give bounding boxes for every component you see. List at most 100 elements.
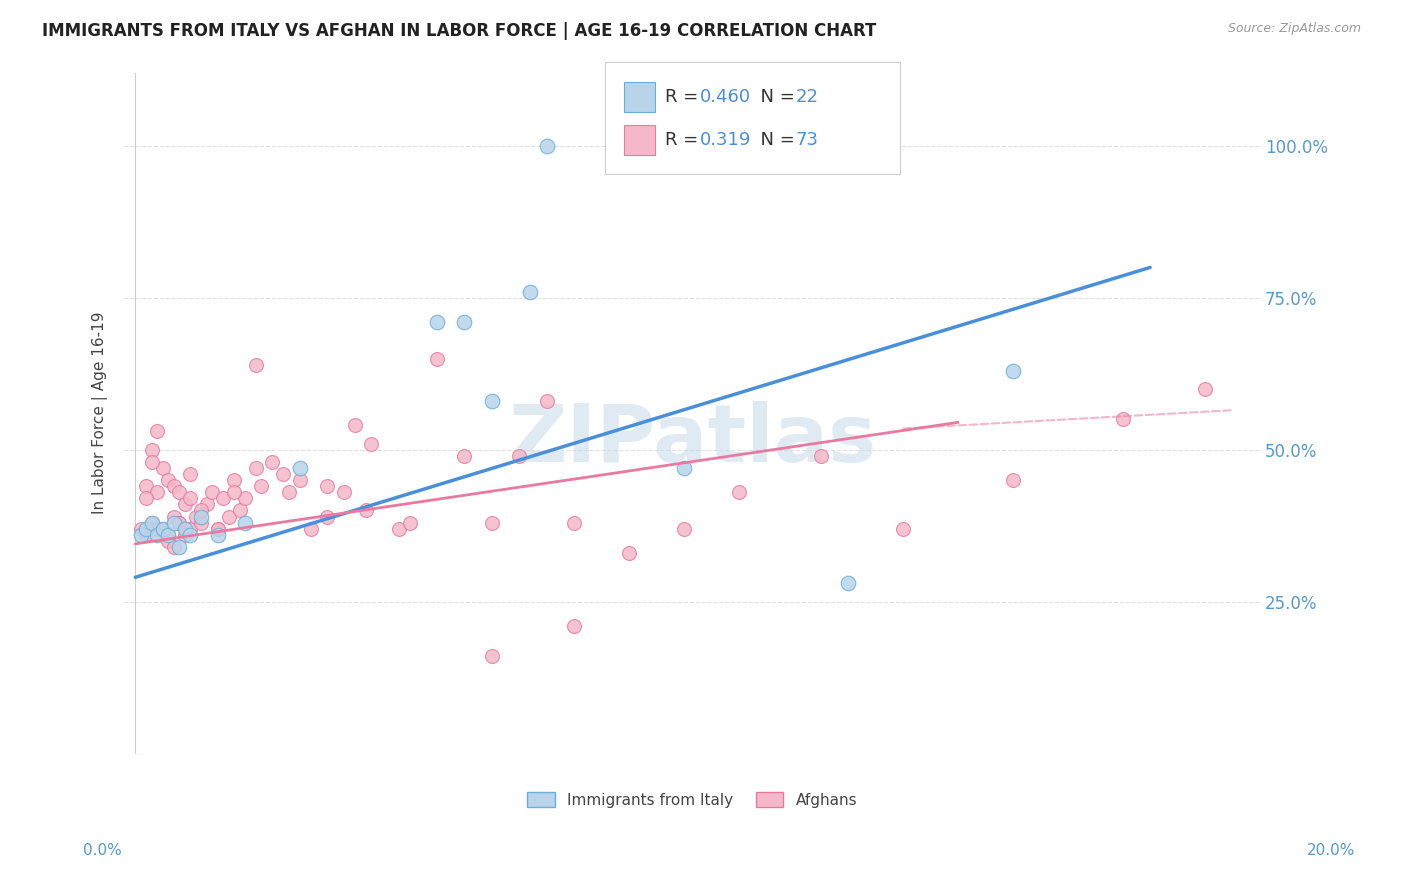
Point — [163, 509, 186, 524]
Point — [173, 497, 195, 511]
Point — [135, 491, 157, 506]
Point — [245, 358, 267, 372]
Point — [190, 509, 212, 524]
Point — [332, 485, 354, 500]
Point — [152, 522, 174, 536]
Point — [201, 485, 224, 500]
Point — [299, 522, 322, 536]
Point — [157, 533, 180, 548]
Point — [157, 528, 180, 542]
Point — [562, 516, 585, 530]
Point — [891, 522, 914, 536]
Point — [222, 485, 245, 500]
Point — [146, 425, 169, 439]
Y-axis label: In Labor Force | Age 16-19: In Labor Force | Age 16-19 — [93, 312, 108, 515]
Point — [519, 285, 541, 299]
Point — [152, 522, 174, 536]
Point — [233, 491, 256, 506]
Text: N =: N = — [749, 131, 801, 149]
Point — [218, 509, 240, 524]
Text: ZIPatlas: ZIPatlas — [508, 401, 876, 480]
Point — [316, 509, 339, 524]
Point — [508, 449, 530, 463]
Text: 20.0%: 20.0% — [1308, 843, 1355, 858]
Point — [152, 461, 174, 475]
Point — [262, 455, 284, 469]
Point — [245, 461, 267, 475]
Point — [135, 479, 157, 493]
Point — [481, 516, 503, 530]
Text: 0.319: 0.319 — [700, 131, 752, 149]
Point — [179, 522, 201, 536]
Point — [179, 528, 201, 542]
Text: 0.0%: 0.0% — [83, 843, 122, 858]
Point — [536, 139, 558, 153]
Point — [727, 485, 749, 500]
Point — [387, 522, 409, 536]
Point — [146, 528, 169, 542]
Point — [617, 546, 640, 560]
Point — [277, 485, 299, 500]
Point — [157, 473, 180, 487]
Point — [1112, 412, 1135, 426]
Point — [398, 516, 420, 530]
Point — [343, 418, 366, 433]
Point — [173, 522, 195, 536]
Legend: Immigrants from Italy, Afghans: Immigrants from Italy, Afghans — [520, 786, 863, 814]
Point — [157, 528, 180, 542]
Point — [146, 522, 169, 536]
Point — [190, 503, 212, 517]
Text: 22: 22 — [796, 88, 818, 106]
Point — [222, 473, 245, 487]
Point — [173, 522, 195, 536]
Point — [179, 491, 201, 506]
Point — [810, 449, 832, 463]
Point — [163, 479, 186, 493]
Point — [233, 516, 256, 530]
Point — [481, 394, 503, 409]
Point — [426, 315, 449, 329]
Point — [228, 503, 250, 517]
Point — [167, 516, 190, 530]
Text: R =: R = — [665, 131, 704, 149]
Point — [453, 315, 475, 329]
Point — [354, 503, 377, 517]
Point — [141, 455, 163, 469]
Point — [453, 449, 475, 463]
Point — [163, 540, 186, 554]
Point — [426, 351, 449, 366]
Point — [195, 497, 218, 511]
Point — [184, 509, 207, 524]
Point — [316, 479, 339, 493]
Point — [135, 528, 157, 542]
Text: N =: N = — [749, 88, 801, 106]
Point — [141, 442, 163, 457]
Point — [152, 522, 174, 536]
Point — [207, 522, 229, 536]
Point — [163, 516, 186, 530]
Point — [250, 479, 273, 493]
Point — [1001, 473, 1024, 487]
Text: Source: ZipAtlas.com: Source: ZipAtlas.com — [1227, 22, 1361, 36]
Point — [129, 522, 152, 536]
Point — [167, 540, 190, 554]
Point — [167, 485, 190, 500]
Point — [135, 522, 157, 536]
Text: 0.460: 0.460 — [700, 88, 751, 106]
Point — [562, 619, 585, 633]
Point — [288, 461, 311, 475]
Point — [481, 649, 503, 664]
Text: IMMIGRANTS FROM ITALY VS AFGHAN IN LABOR FORCE | AGE 16-19 CORRELATION CHART: IMMIGRANTS FROM ITALY VS AFGHAN IN LABOR… — [42, 22, 876, 40]
Point — [129, 528, 152, 542]
Point — [212, 491, 235, 506]
Point — [207, 528, 229, 542]
Point — [672, 461, 695, 475]
Point — [207, 522, 229, 536]
Text: R =: R = — [665, 88, 704, 106]
Point — [141, 516, 163, 530]
Point — [146, 485, 169, 500]
Point — [536, 394, 558, 409]
Point — [273, 467, 295, 481]
Point — [167, 516, 190, 530]
Point — [1001, 364, 1024, 378]
